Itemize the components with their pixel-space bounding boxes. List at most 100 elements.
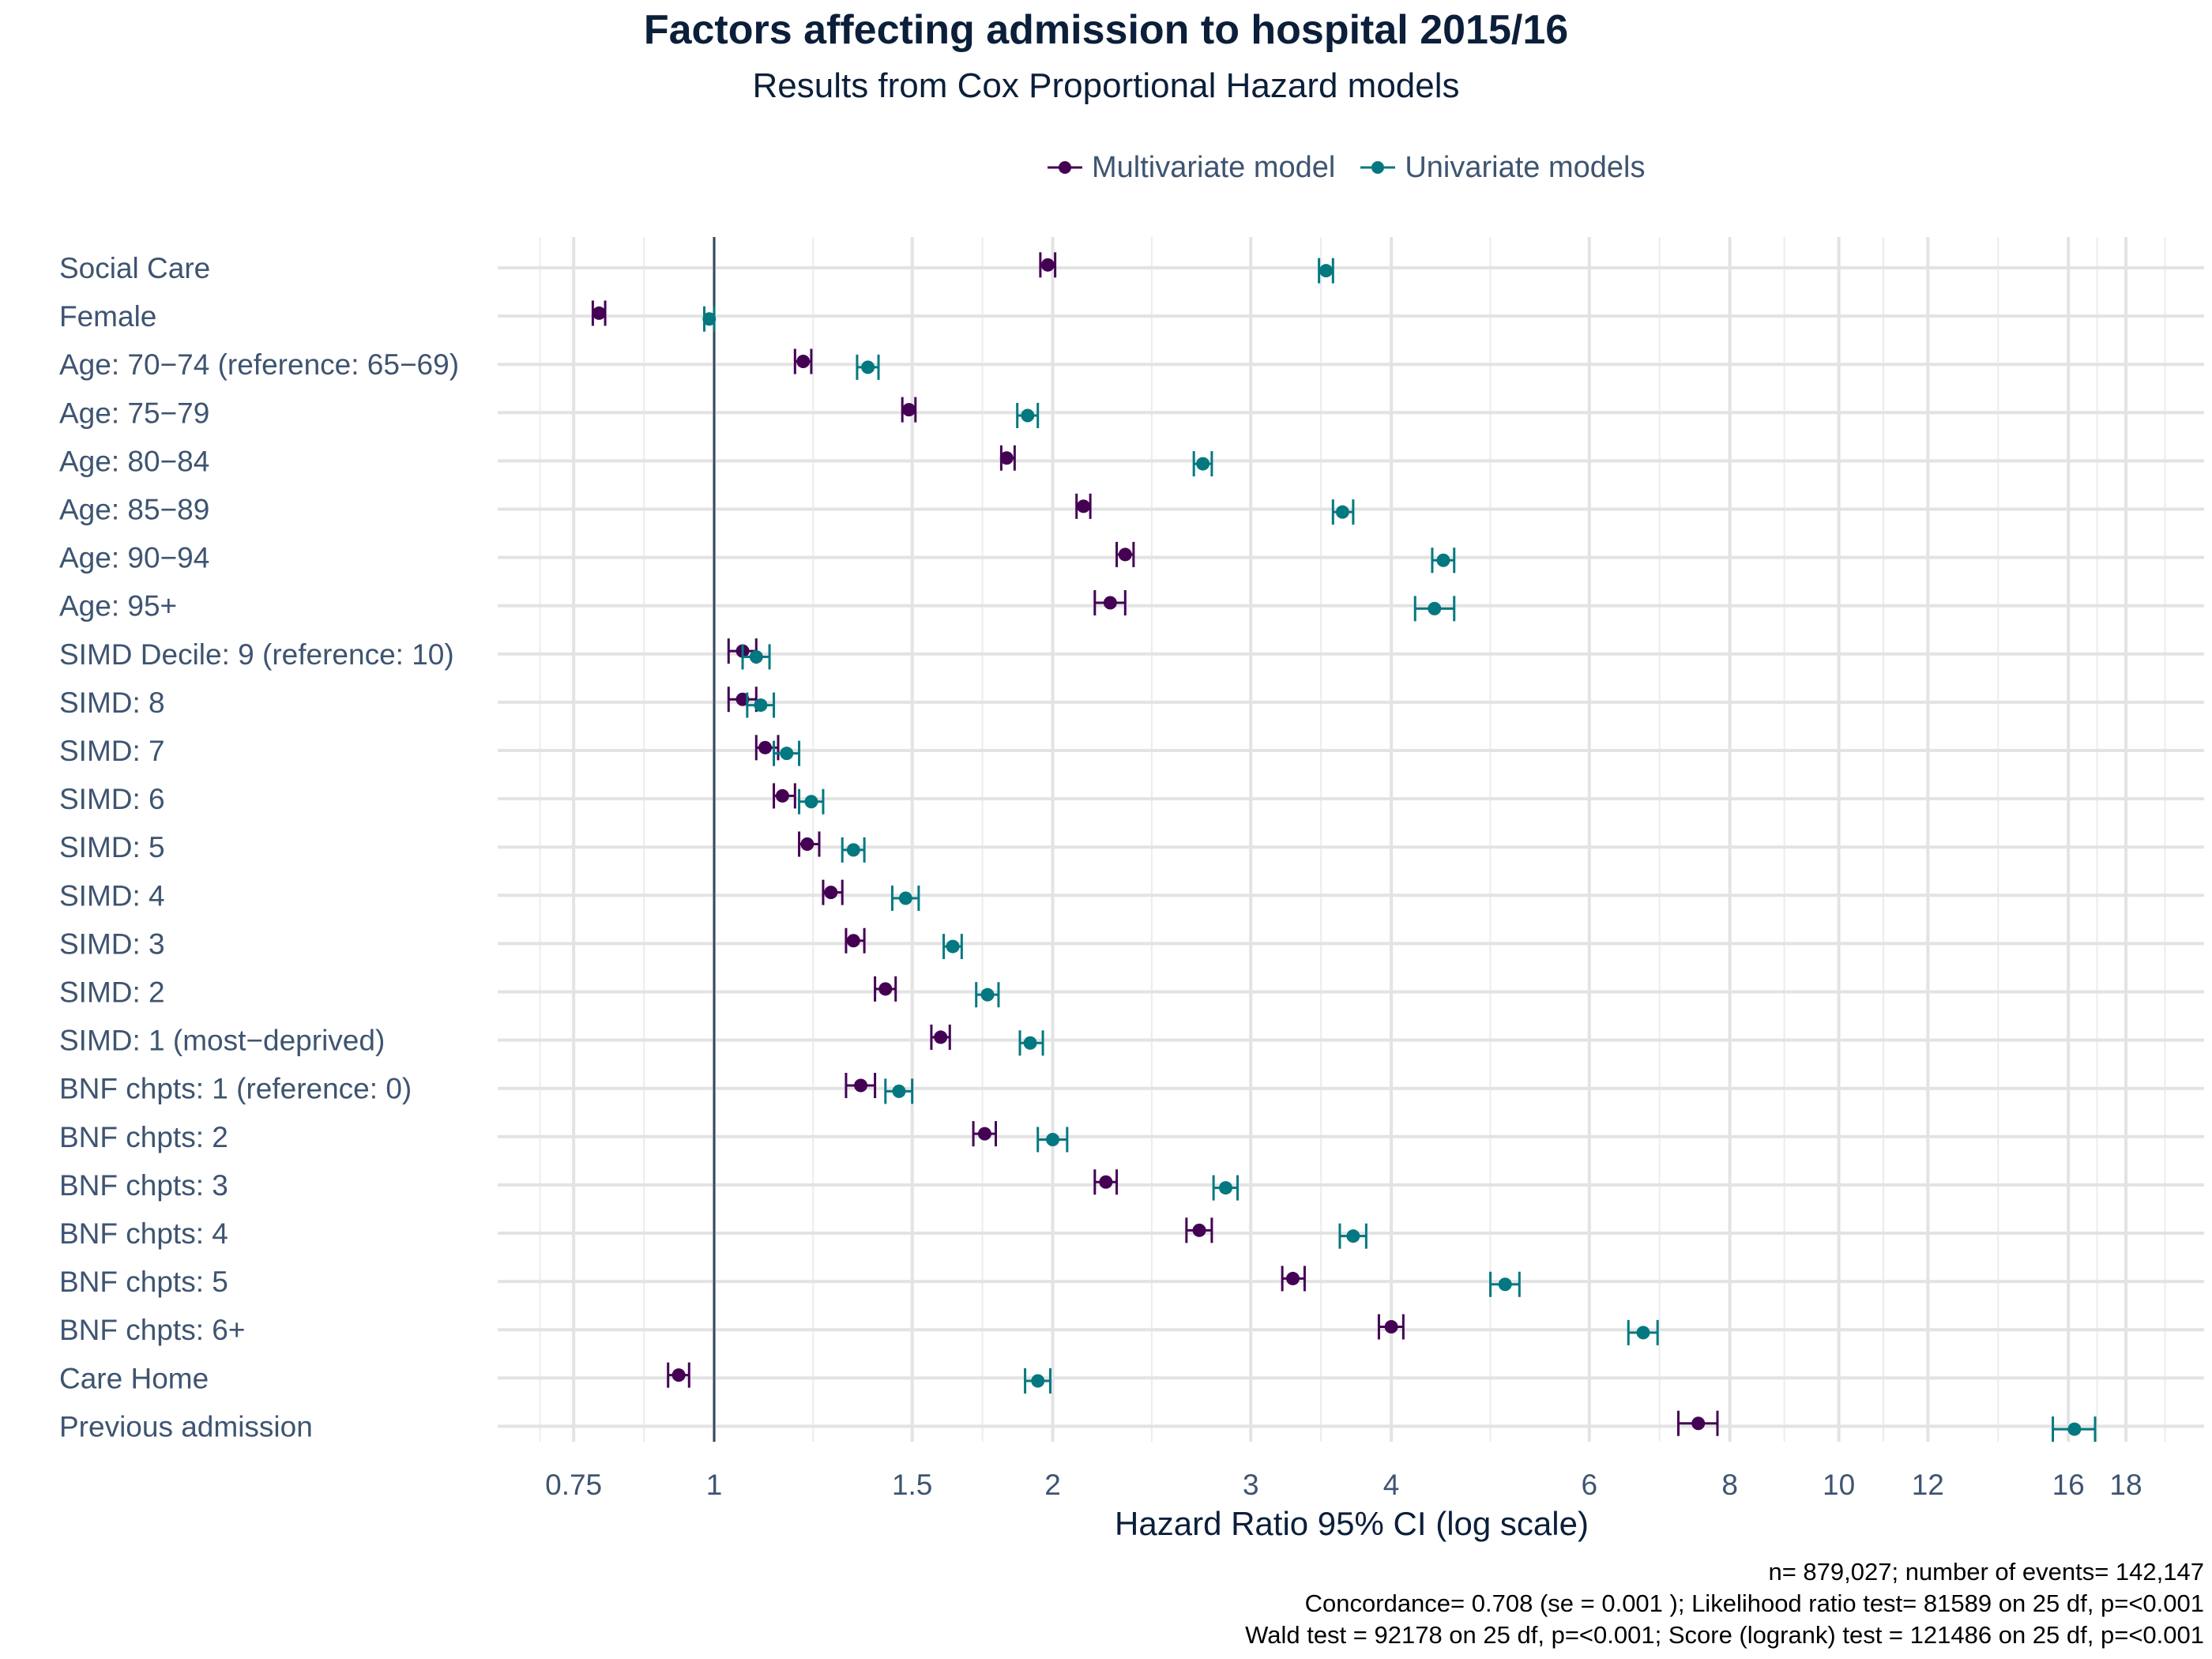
x-axis-tick-label: 12 bbox=[1912, 1469, 1944, 1501]
x-axis-tick-label: 1.5 bbox=[892, 1469, 932, 1501]
x-axis-tick-label: 4 bbox=[1383, 1469, 1400, 1501]
data-point bbox=[1118, 547, 1132, 562]
legend-label-univariate: Univariate models bbox=[1405, 150, 1646, 184]
error-bar-group bbox=[1024, 1367, 1051, 1394]
error-bar-group bbox=[930, 1024, 951, 1050]
data-point bbox=[878, 982, 893, 996]
error-bar-group bbox=[1331, 499, 1355, 525]
data-point bbox=[1384, 1320, 1398, 1334]
y-axis-labels: Social Care Female Age: 70−74 (reference: … bbox=[59, 252, 459, 1443]
error-bar-group bbox=[845, 1073, 877, 1099]
data-point bbox=[592, 306, 606, 320]
error-bar-group bbox=[1016, 402, 1040, 428]
error-bar-group bbox=[1039, 252, 1057, 278]
y-axis-label: Age: 80−84 bbox=[59, 445, 209, 477]
data-point bbox=[1636, 1326, 1650, 1340]
data-point bbox=[846, 843, 860, 857]
x-axis-title: Hazard Ratio 95% CI (log scale) bbox=[1115, 1505, 1589, 1542]
x-axis-tick-label: 10 bbox=[1823, 1469, 1855, 1501]
error-bar-group bbox=[591, 300, 607, 326]
caption-line-1: n= 879,027; number of events= 142,147 bbox=[1768, 1558, 2204, 1586]
data-point bbox=[800, 837, 814, 852]
error-bar-group bbox=[1018, 1030, 1044, 1056]
x-axis-tick-label: 16 bbox=[2052, 1469, 2085, 1501]
data-point bbox=[999, 451, 1014, 465]
error-bar-group bbox=[856, 354, 880, 380]
y-axis-label: SIMD: 6 bbox=[59, 783, 165, 815]
error-bar-group bbox=[1627, 1319, 1659, 1345]
data-point bbox=[1099, 1175, 1113, 1189]
chart-subtitle: Results from Cox Proportional Hazard mod… bbox=[752, 66, 1460, 105]
error-bar-group bbox=[727, 687, 758, 713]
error-bar-group bbox=[773, 783, 796, 809]
data-point bbox=[902, 403, 916, 417]
error-bar-group bbox=[1281, 1266, 1306, 1292]
legend-label-multivariate: Multivariate model bbox=[1092, 150, 1336, 184]
error-bar-group bbox=[942, 934, 963, 960]
data-point bbox=[977, 1127, 991, 1141]
caption-line-2: Concordance= 0.708 (se = 0.001 ); Likeli… bbox=[1304, 1589, 2204, 1617]
data-point bbox=[846, 934, 860, 948]
x-axis-tick-label: 1 bbox=[706, 1469, 723, 1501]
data-point bbox=[1031, 1374, 1045, 1388]
data-point bbox=[1219, 1181, 1233, 1195]
data-point bbox=[1335, 505, 1349, 519]
x-axis-tick-label: 18 bbox=[2109, 1469, 2142, 1501]
error-bar-group bbox=[1093, 590, 1127, 616]
error-bar-group bbox=[1075, 493, 1092, 519]
error-bar-group bbox=[1676, 1410, 1719, 1436]
data-point bbox=[1286, 1271, 1300, 1285]
x-axis-tick-label: 2 bbox=[1044, 1469, 1061, 1501]
data-point bbox=[824, 886, 838, 900]
data-point bbox=[1498, 1277, 1512, 1292]
y-axis-label: SIMD: 7 bbox=[59, 735, 165, 767]
data-point bbox=[804, 795, 818, 809]
error-bar-group bbox=[845, 927, 866, 954]
data-point bbox=[934, 1030, 948, 1044]
data-point bbox=[758, 740, 773, 754]
y-axis-label: BNF chpts: 3 bbox=[59, 1169, 228, 1202]
y-axis-label: SIMD Decile: 9 (reference: 10) bbox=[59, 638, 454, 671]
data-point bbox=[861, 360, 875, 374]
error-bar-group bbox=[1338, 1223, 1367, 1249]
data-point bbox=[749, 649, 763, 664]
error-bar-group bbox=[1192, 451, 1213, 477]
error-bar-group bbox=[1377, 1314, 1405, 1340]
caption-line-3: Wald test = 92178 on 25 df, p=<0.001; Sc… bbox=[1245, 1621, 2204, 1649]
legend-key-univariate bbox=[1360, 161, 1396, 174]
x-axis-tick-label: 6 bbox=[1581, 1469, 1597, 1501]
data-point bbox=[672, 1368, 686, 1382]
data-point bbox=[980, 988, 995, 1002]
error-bar-group bbox=[1115, 541, 1135, 567]
y-axis-label: SIMD: 2 bbox=[59, 976, 165, 1009]
y-axis-label: Age: 95+ bbox=[59, 590, 177, 623]
error-bar-group bbox=[2052, 1416, 2097, 1443]
data-point bbox=[1319, 264, 1334, 278]
data-point bbox=[702, 312, 717, 326]
error-bar-group bbox=[975, 982, 1000, 1008]
y-axis-label: Care Home bbox=[59, 1362, 209, 1394]
legend-key-multivariate bbox=[1048, 161, 1082, 174]
error-bar-group bbox=[793, 348, 813, 374]
data-point bbox=[1192, 1223, 1206, 1237]
data-point bbox=[1046, 1132, 1060, 1146]
error-bar-group bbox=[822, 879, 844, 905]
data-point bbox=[1076, 499, 1090, 514]
legend-key-multivariate-dot bbox=[1059, 161, 1071, 174]
y-axis-label: BNF chpts: 1 (reference: 0) bbox=[59, 1073, 412, 1105]
data-point bbox=[1023, 1036, 1037, 1050]
error-bar-group bbox=[1185, 1217, 1213, 1243]
error-bar-group bbox=[890, 885, 920, 911]
error-bar-group bbox=[1413, 596, 1456, 622]
y-axis-label: Age: 75−79 bbox=[59, 397, 209, 429]
data-point bbox=[754, 698, 768, 713]
error-bar-group bbox=[884, 1078, 914, 1104]
y-axis-label: BNF chpts: 6+ bbox=[59, 1314, 245, 1346]
x-axis-tick-label: 8 bbox=[1721, 1469, 1738, 1501]
error-bar-group bbox=[1093, 1169, 1119, 1195]
legend-item-multivariate: Multivariate model bbox=[1044, 151, 1335, 185]
data-point bbox=[854, 1078, 868, 1093]
error-bar-group bbox=[1431, 547, 1456, 574]
